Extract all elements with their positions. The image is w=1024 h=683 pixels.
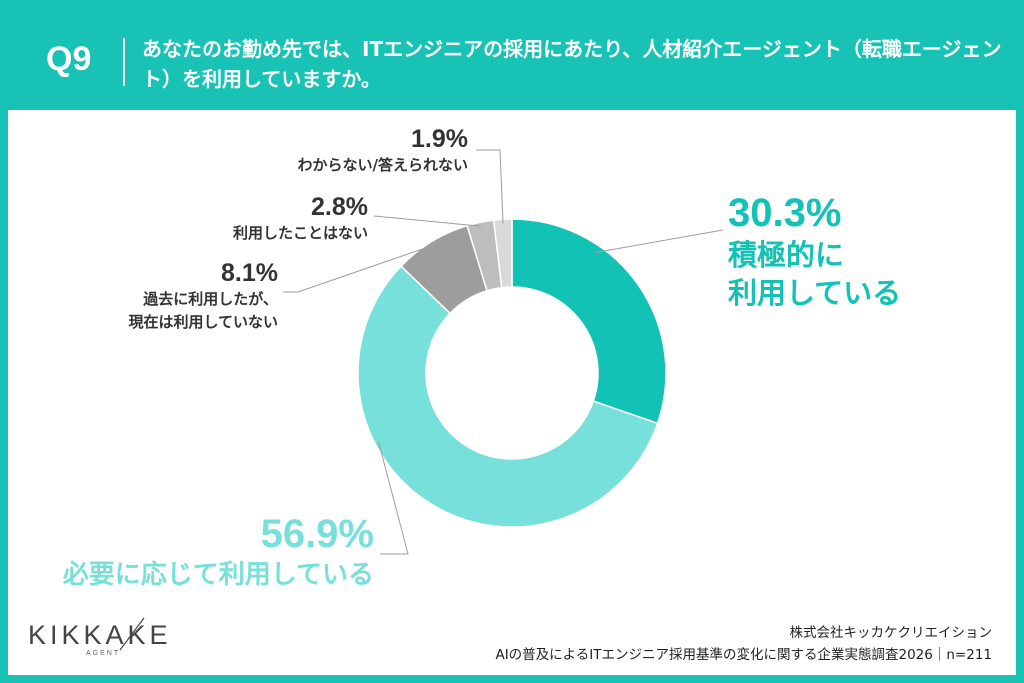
label-actively-line2: 利用している — [728, 276, 902, 310]
label-past-line1: 過去に利用したが、 — [143, 290, 278, 308]
label-actively: 30.3% 積極的に 利用している — [728, 190, 901, 312]
label-never-pct: 2.8% — [311, 193, 368, 221]
label-as-needed-line1: 必要に応じて利用している — [62, 560, 374, 590]
label-past-line2: 現在は利用していない — [128, 313, 278, 331]
leader-never — [373, 215, 482, 227]
footer-survey: AIの普及によるITエンジニア採用基準の変化に関する企業実態調査2026｜n=2… — [495, 647, 992, 663]
label-never-line1: 利用したことはない — [232, 224, 368, 242]
leader-unknown — [476, 149, 504, 224]
footer-company: 株式会社キッカケクリエイション — [789, 625, 993, 641]
question-number: Q9 — [46, 40, 92, 78]
label-as-needed: 56.9% 必要に応じて利用している — [8, 512, 374, 594]
label-past-pct: 8.1% — [221, 259, 278, 287]
label-unknown-pct: 1.9% — [411, 125, 468, 153]
slice-unknown — [492, 218, 513, 289]
label-actively-pct: 30.3% — [728, 191, 842, 235]
kikkake-logo: KIKKAKE — [28, 620, 172, 650]
label-actively-line1: 積極的に — [728, 238, 845, 272]
leader-past — [283, 244, 434, 293]
label-as-needed-pct: 56.9% — [260, 512, 374, 556]
logo-slash-mark — [119, 617, 145, 651]
label-never: 2.8% 利用したことはない — [158, 192, 368, 245]
slice-actively — [511, 218, 667, 425]
donut-chart — [119, 149, 724, 651]
header: Q9 あなたのお勤め先では、ITエンジニアの採用にあたり、人材紹介エージェント（… — [0, 0, 1024, 110]
slice-as-needed — [357, 265, 659, 528]
leader-as-needed — [377, 440, 409, 555]
label-past: 8.1% 過去に利用したが、 現在は利用していない — [68, 258, 278, 334]
chart-card: 30.3% 積極的に 利用している 56.9% 必要に応じて利用している 8.1… — [8, 110, 1016, 675]
footer: 株式会社キッカケクリエイション AIの普及によるITエンジニア採用基準の変化に関… — [495, 622, 992, 666]
label-unknown-line1: わからない/答えられない — [297, 156, 468, 174]
header-divider — [123, 38, 125, 86]
label-unknown: 1.9% わからない/答えられない — [248, 124, 468, 177]
question-text: あなたのお勤め先では、ITエンジニアの採用にあたり、人材紹介エージェント（転職エ… — [142, 37, 1002, 91]
kikkake-logo-sub: AGENT — [86, 650, 121, 657]
leader-actively — [594, 229, 724, 254]
